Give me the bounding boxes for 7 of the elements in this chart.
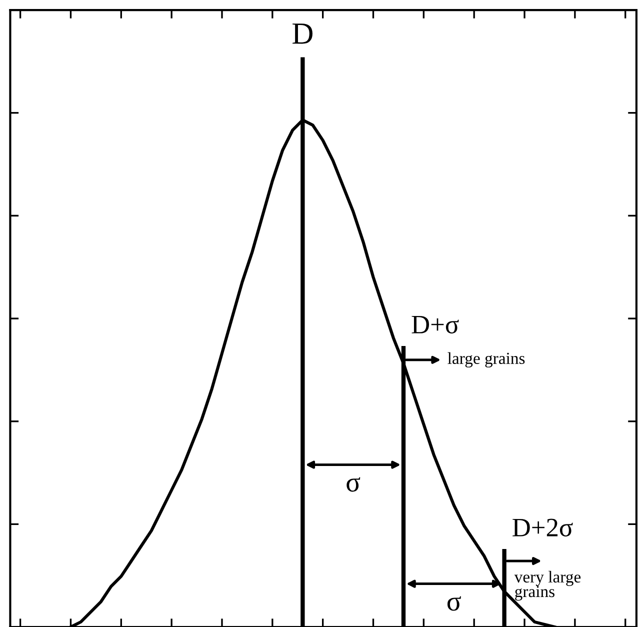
annotation: D+2σ — [512, 518, 573, 536]
annotation: σ — [346, 477, 360, 492]
annotation: σ — [447, 596, 461, 611]
annotation: very large grains — [514, 570, 581, 601]
annotation: large grains — [448, 352, 525, 368]
text: D — [292, 24, 312, 44]
annotation: D+σ — [412, 316, 459, 334]
